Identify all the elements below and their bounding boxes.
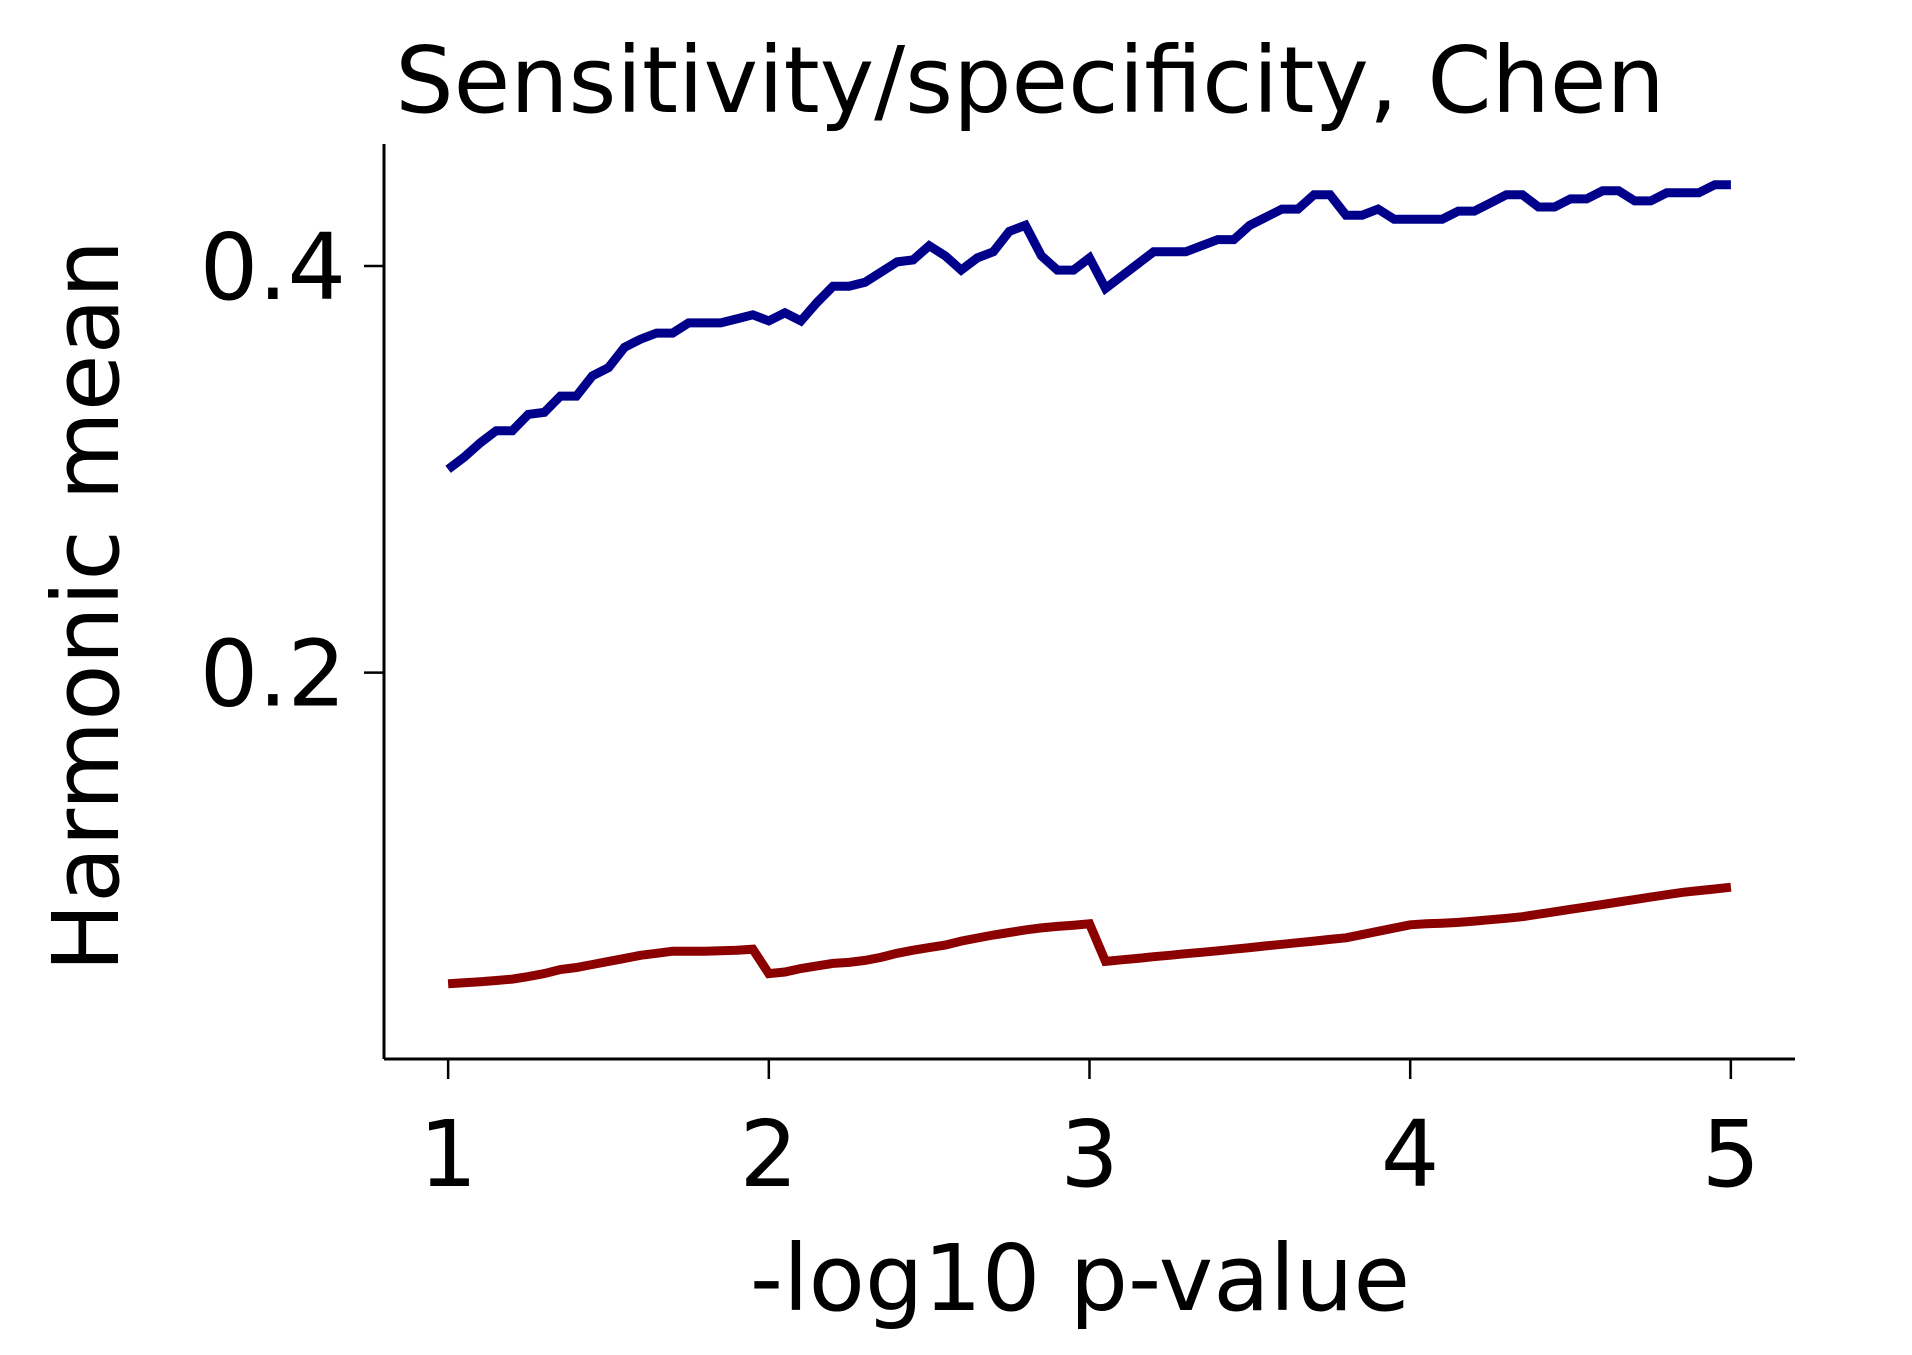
y-ticks: 0.2 0.4: [200, 214, 384, 728]
y-axis-label: Harmonic mean: [33, 240, 140, 972]
y-tick-label: 0.4: [200, 214, 346, 321]
x-tick-label: 3: [1060, 1101, 1119, 1208]
x-tick-label: 5: [1702, 1101, 1761, 1208]
x-axis-label: -log10 p-value: [750, 1225, 1410, 1332]
x-tick-label: 2: [740, 1101, 799, 1208]
chart-title: Sensitivity/specificity, Chen: [395, 27, 1665, 134]
series-layer: [445, 180, 1732, 989]
x-tick-label: 4: [1381, 1101, 1440, 1208]
x-ticks: 1 2 3 4 5: [419, 1059, 1760, 1208]
plot-area: 1 2 3 4 5 0.2 0.4: [200, 144, 1795, 1208]
y-tick-label: 0.2: [200, 621, 346, 728]
x-tick-label: 1: [419, 1101, 478, 1208]
series-line-1: [445, 180, 1731, 473]
series-line-2: [447, 882, 1732, 989]
